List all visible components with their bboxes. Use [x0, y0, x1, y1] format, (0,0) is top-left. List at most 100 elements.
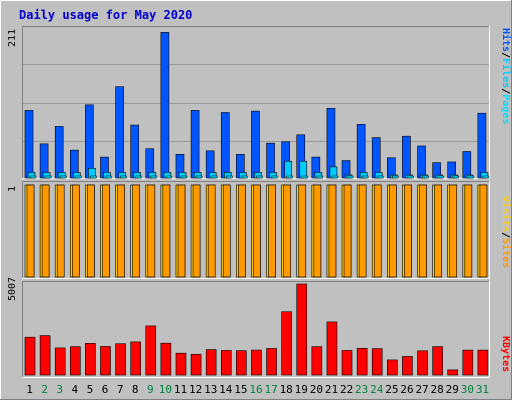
- sites-bar: [132, 184, 140, 278]
- day-label: 16: [249, 383, 262, 396]
- legend-separator: /: [500, 88, 511, 94]
- sites-bar: [298, 184, 307, 278]
- hits-bar: [462, 151, 472, 179]
- sites-bar: [87, 184, 95, 278]
- day-label: 9: [147, 383, 154, 396]
- pages-bar: [195, 175, 203, 179]
- day-label: 10: [159, 383, 172, 396]
- sites-bar: [343, 184, 352, 278]
- sites-bar: [147, 184, 156, 278]
- kbytes-bar: [115, 343, 126, 376]
- day-label: 17: [264, 383, 277, 396]
- hits-bar: [54, 126, 64, 179]
- hits-bar: [417, 145, 426, 179]
- day-label: 19: [295, 383, 308, 396]
- day-label: 8: [132, 383, 139, 396]
- hits-panel: 211 Hits/Files/Pages: [7, 26, 512, 179]
- sites-bar: [41, 184, 50, 278]
- day-label: 12: [189, 383, 202, 396]
- kbytes-bar: [326, 321, 338, 376]
- kbytes-bar: [447, 369, 459, 376]
- y-max-label: 1: [7, 186, 18, 192]
- legend-item: Visits: [500, 196, 512, 232]
- chart-title: Daily usage for May 2020: [19, 8, 192, 22]
- pages-bar: [44, 175, 52, 179]
- sites-bar: [192, 184, 201, 278]
- sites-bar: [434, 184, 442, 278]
- sites-bar: [404, 184, 412, 278]
- kbytes-bar: [341, 350, 353, 376]
- sites-bar: [56, 184, 65, 278]
- sites-bar: [479, 184, 488, 278]
- kbytes-bar: [39, 335, 51, 376]
- day-label: 28: [431, 383, 444, 396]
- pages-bar: [376, 175, 384, 179]
- sites-bar: [328, 184, 337, 278]
- day-label: 25: [385, 383, 398, 396]
- kbytes-bar: [311, 346, 323, 376]
- kbytes-bar: [251, 349, 262, 376]
- pages-bar: [361, 175, 369, 179]
- day-label: 7: [117, 383, 124, 396]
- kbytes-bar: [281, 311, 292, 376]
- y-max-label: 5007: [7, 277, 18, 301]
- sites-bar: [464, 184, 473, 278]
- hits-bar: [220, 112, 230, 179]
- day-label: 11: [174, 383, 187, 396]
- files-bar: [299, 160, 308, 179]
- pages-bar: [59, 175, 67, 179]
- legend-item: Pages: [500, 94, 511, 124]
- sites-bar: [313, 184, 322, 278]
- kbytes-bar: [100, 346, 111, 376]
- sites-bar: [207, 184, 216, 278]
- pages-bar: [316, 175, 324, 179]
- pages-bar: [165, 175, 173, 179]
- hits-bar: [24, 110, 34, 179]
- kbytes-bar: [236, 350, 247, 376]
- hits-bar: [402, 135, 411, 179]
- hits-bar: [160, 32, 170, 179]
- day-label: 1: [26, 383, 33, 396]
- day-label: 30: [461, 383, 474, 396]
- kbytes-panel: 5007 KBytes: [7, 277, 511, 378]
- day-label: 20: [310, 383, 323, 396]
- legend-hits: Hits/Files/Pages: [500, 28, 512, 124]
- sites-bar: [419, 184, 427, 278]
- pages-bar: [452, 175, 459, 179]
- hits-bar: [115, 86, 124, 179]
- hits-bar: [251, 110, 260, 179]
- day-label: 14: [219, 383, 233, 396]
- legend-item: Files: [500, 58, 512, 88]
- hits-bar: [477, 112, 487, 179]
- sites-bar: [26, 184, 35, 278]
- pages-bar: [180, 175, 188, 179]
- day-label: 29: [446, 383, 459, 396]
- hits-bar: [190, 110, 200, 179]
- pages-bar: [301, 175, 308, 179]
- pages-bar: [75, 175, 82, 179]
- day-label: 27: [415, 383, 428, 396]
- sites-bar: [283, 184, 291, 278]
- day-label: 3: [56, 383, 63, 396]
- sites-bar: [222, 184, 231, 278]
- sites-bar: [117, 184, 125, 278]
- kbytes-bar: [85, 343, 96, 376]
- pages-bar: [29, 175, 37, 179]
- kbytes-bar: [145, 325, 157, 376]
- pages-bar: [271, 175, 278, 179]
- pages-bar: [392, 175, 399, 179]
- pages-bar: [241, 175, 248, 179]
- pages-bar: [482, 175, 490, 179]
- pages-bar: [437, 175, 444, 179]
- sites-bar: [268, 184, 276, 278]
- pages-bar: [422, 175, 429, 179]
- sites-bar: [449, 184, 458, 278]
- hits-bar: [356, 124, 366, 179]
- kbytes-bar: [402, 356, 413, 376]
- day-label: 22: [340, 383, 353, 396]
- day-label: 23: [355, 383, 368, 396]
- day-label: 6: [102, 383, 109, 396]
- kbytes-bar: [24, 336, 36, 376]
- pages-bar: [346, 175, 354, 179]
- day-axis: 1 2 3 4 5 6 7 8 9 10 11 12 13 14 15 16 17 18 19 20 21 22 23 24 2…: [26, 383, 489, 396]
